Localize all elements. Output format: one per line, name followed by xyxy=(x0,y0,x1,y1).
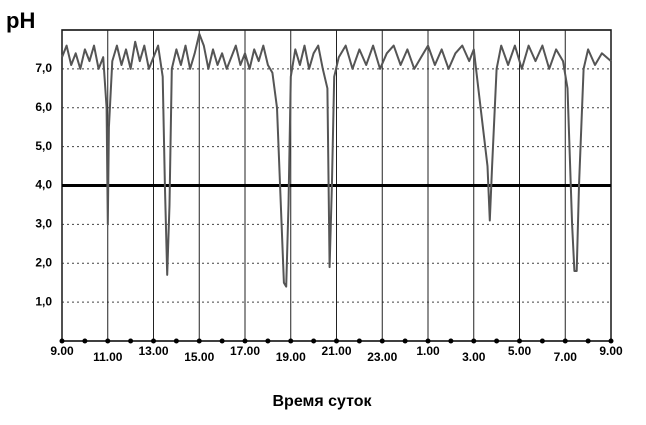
x-tick-label: 3.00 xyxy=(462,350,486,364)
hour-dot xyxy=(128,338,134,344)
x-tick-label: 7.00 xyxy=(554,350,578,364)
x-tick-label: 5.00 xyxy=(508,344,532,358)
x-tick-label: 13.00 xyxy=(138,344,168,358)
hour-dot xyxy=(151,338,156,344)
hour-dot xyxy=(539,338,545,344)
hour-dot xyxy=(448,338,454,344)
hour-dot xyxy=(59,338,65,344)
x-tick-label: 23.00 xyxy=(367,350,397,364)
hour-dot xyxy=(219,338,225,344)
hour-dot xyxy=(105,338,111,344)
hour-dot xyxy=(562,338,568,344)
y-tick-label: 6,0 xyxy=(35,100,52,114)
x-tick-label: 1.00 xyxy=(416,344,440,358)
y-tick-label: 1,0 xyxy=(35,294,52,308)
x-tick-label: 11.00 xyxy=(93,350,123,364)
hour-dot xyxy=(402,338,408,344)
hour-dot xyxy=(379,338,385,344)
x-tick-label: 15.00 xyxy=(184,350,214,364)
x-tick-label: 21.00 xyxy=(321,344,351,358)
y-axis-label: pH xyxy=(6,8,35,33)
hour-dot xyxy=(82,338,88,344)
hour-dot xyxy=(265,338,271,344)
hour-dot xyxy=(494,338,500,344)
hour-dot xyxy=(471,338,477,344)
hour-dot xyxy=(196,338,202,344)
x-tick-label: 17.00 xyxy=(230,344,260,358)
hour-dot xyxy=(517,338,522,344)
x-tick-label: 19.00 xyxy=(276,350,306,364)
x-tick-label: 9.00 xyxy=(599,344,623,358)
hour-dot xyxy=(242,338,248,344)
hour-dot xyxy=(585,338,591,344)
ph-line xyxy=(61,32,612,288)
hour-dot xyxy=(608,338,614,344)
hour-dot xyxy=(173,338,179,344)
y-tick-label: 2,0 xyxy=(35,255,52,269)
hour-dot xyxy=(356,338,362,344)
x-tick-label: 9.00 xyxy=(50,344,74,358)
hour-dot xyxy=(425,338,431,344)
y-tick-label: 4,0 xyxy=(35,178,52,192)
hour-dot xyxy=(334,338,339,344)
y-tick-label: 3,0 xyxy=(35,217,52,231)
x-axis-label: Время суток xyxy=(272,393,372,410)
hour-dot xyxy=(311,338,317,344)
y-tick-label: 5,0 xyxy=(35,139,52,153)
y-tick-label: 7,0 xyxy=(35,61,52,75)
hour-dot xyxy=(288,338,294,344)
